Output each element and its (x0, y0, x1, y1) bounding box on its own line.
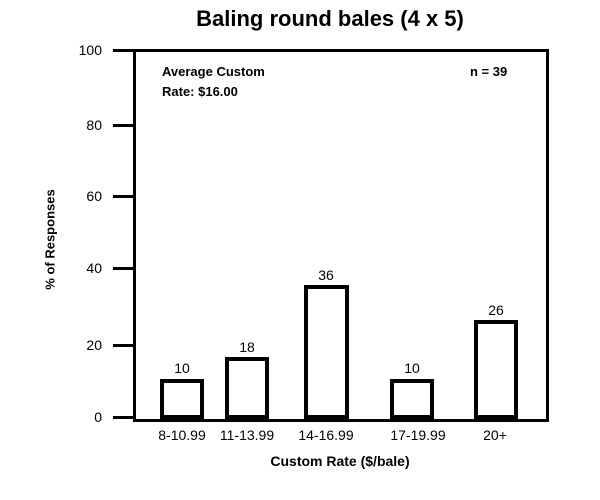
x-tick-label: 14-16.99 (298, 427, 354, 443)
sample-size-annotation: n = 39 (470, 64, 508, 79)
y-tick-100 (113, 49, 135, 52)
x-tick-label: 20+ (483, 427, 507, 443)
y-tick-0 (113, 416, 135, 419)
y-tick-40 (113, 267, 135, 270)
y-tick-80 (113, 124, 135, 127)
bar-value-label: 36 (318, 267, 334, 283)
bar-value-label: 10 (404, 360, 420, 376)
chart-title: Baling round bales (4 x 5) (196, 6, 464, 31)
bar-value-label: 10 (174, 360, 190, 376)
average-rate-annotation: Average Custom Rate: $16.00 (162, 62, 265, 102)
bar-value-label: 26 (488, 302, 504, 318)
x-tick-label: 8-10.99 (158, 427, 206, 443)
x-tick-label: 17-19.99 (390, 427, 446, 443)
y-tick-20 (113, 344, 135, 347)
bar-14-16.99 (304, 285, 349, 419)
bar-17-19.99 (390, 379, 434, 419)
y-tick-label: 60 (86, 188, 102, 204)
bar-value-label: 18 (239, 339, 255, 355)
y-tick-60 (113, 195, 135, 198)
y-tick-label: 40 (86, 260, 102, 276)
plot-area (133, 49, 549, 422)
average-rate-line1: Average Custom (162, 64, 265, 79)
y-tick-label: 100 (78, 42, 102, 58)
y-tick-label: 20 (86, 337, 102, 353)
y-axis-title: % of Responses (42, 189, 58, 290)
bar-8-10.99 (160, 379, 204, 419)
y-tick-label: 0 (94, 409, 102, 425)
y-tick-label: 80 (86, 117, 102, 133)
bar-20-plus (474, 320, 518, 419)
average-rate-line2: Rate: $16.00 (162, 84, 238, 99)
x-tick-label: 11-13.99 (219, 427, 275, 443)
bar-11-13.99 (225, 357, 269, 419)
x-axis-title: Custom Rate ($/bale) (270, 453, 410, 469)
